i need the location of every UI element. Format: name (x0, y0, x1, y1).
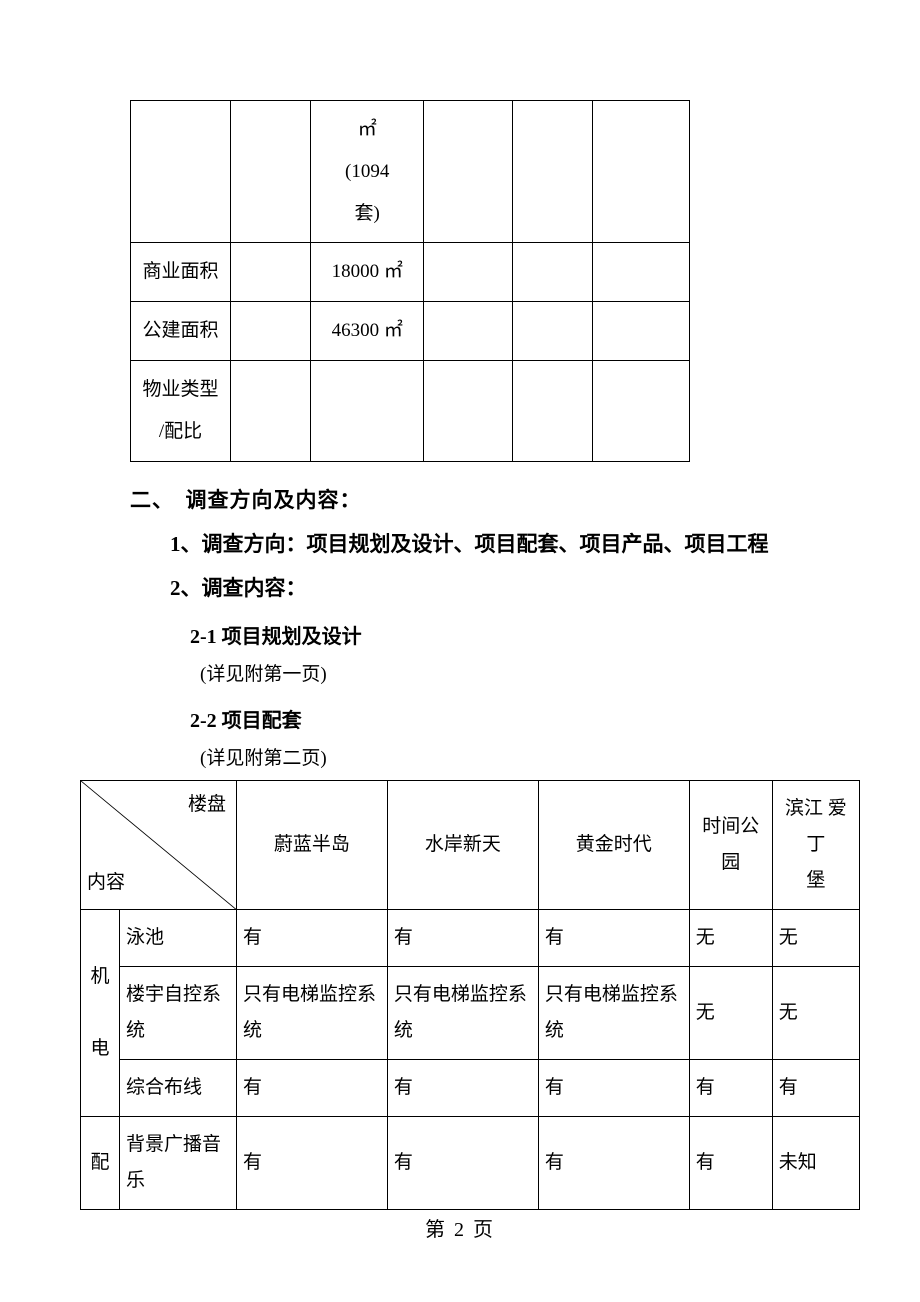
cell: 有 (538, 1117, 689, 1210)
document-page: ㎡ (1094 套) 商业面积 18000 ㎡ 公建面积 46300 ㎡ 物业类… (0, 0, 920, 1302)
diagonal-header-cell: 楼盘 内容 (81, 780, 237, 909)
row-name: 综合布线 (120, 1060, 237, 1117)
cell (231, 243, 311, 302)
col-header: 蔚蓝半岛 (236, 780, 387, 909)
cell: 无 (772, 966, 859, 1059)
cell: 有 (538, 1060, 689, 1117)
cell-label: 物业类型 /配比 (131, 360, 231, 461)
row-group-label: 配 (81, 1117, 120, 1210)
cell (512, 360, 592, 461)
cell (592, 243, 689, 302)
cell: 有 (689, 1060, 772, 1117)
col-header: 时间公园 (689, 780, 772, 909)
cell-label: 公建面积 (131, 302, 231, 361)
cell-label: 商业面积 (131, 243, 231, 302)
cell: 46300 ㎡ (311, 302, 424, 361)
table-row: ㎡ (1094 套) (131, 101, 690, 243)
table-row: 楼宇自控系统 只有电梯监控系统 只有电梯监控系统 只有电梯监控系统 无 无 (81, 966, 860, 1059)
subheading-2-1: 2-1 项目规划及设计 (190, 620, 840, 649)
item-1: 1、调查方向：项目规划及设计、项目配套、项目产品、项目工程 (170, 528, 840, 558)
item-2: 2、调查内容： (170, 572, 840, 602)
cell: 只有电梯监控系统 (387, 966, 538, 1059)
note-2: (详见附第二页) (200, 743, 840, 770)
cell (512, 101, 592, 243)
cell: 有 (387, 1117, 538, 1210)
cell (424, 360, 513, 461)
cell-label (131, 101, 231, 243)
cell: 无 (772, 909, 859, 966)
cell (231, 302, 311, 361)
subheading-2-2: 2-2 项目配套 (190, 704, 840, 733)
cell: 无 (689, 966, 772, 1059)
table-header-row: 楼盘 内容 蔚蓝半岛 水岸新天 黄金时代 时间公园 滨江 爱丁 堡 (81, 780, 860, 909)
col-header: 黄金时代 (538, 780, 689, 909)
cell (424, 302, 513, 361)
row-group-label: 机 电 (81, 909, 120, 1116)
cell: 只有电梯监控系统 (236, 966, 387, 1059)
cell (512, 243, 592, 302)
cell: 有 (772, 1060, 859, 1117)
cell: 无 (689, 909, 772, 966)
cell: ㎡ (1094 套) (311, 101, 424, 243)
cell: 有 (387, 1060, 538, 1117)
table-row: 综合布线 有 有 有 有 有 (81, 1060, 860, 1117)
table-project-areas: ㎡ (1094 套) 商业面积 18000 ㎡ 公建面积 46300 ㎡ 物业类… (130, 100, 690, 462)
table-row: 机 电 泳池 有 有 有 无 无 (81, 909, 860, 966)
cell (231, 101, 311, 243)
table-project-facilities: 楼盘 内容 蔚蓝半岛 水岸新天 黄金时代 时间公园 滨江 爱丁 堡 机 电 泳池… (80, 780, 860, 1211)
cell: 有 (236, 909, 387, 966)
cell (592, 302, 689, 361)
row-name: 楼宇自控系统 (120, 966, 237, 1059)
note-1: (详见附第一页) (200, 659, 840, 686)
table-row: 公建面积 46300 ㎡ (131, 302, 690, 361)
cell (231, 360, 311, 461)
page-footer: 第 2 页 (0, 1213, 920, 1242)
cell (424, 243, 513, 302)
col-header: 滨江 爱丁 堡 (772, 780, 859, 909)
row-name: 背景广播音乐 (120, 1117, 237, 1210)
diag-top-label: 楼盘 (188, 787, 226, 823)
cell (512, 302, 592, 361)
cell (592, 101, 689, 243)
table-row: 配 背景广播音乐 有 有 有 有 未知 (81, 1117, 860, 1210)
cell: 有 (689, 1117, 772, 1210)
cell: 有 (236, 1117, 387, 1210)
section-heading-2: 二、 调查方向及内容： (130, 484, 840, 514)
cell: 有 (387, 909, 538, 966)
cell: 只有电梯监控系统 (538, 966, 689, 1059)
table-row: 物业类型 /配比 (131, 360, 690, 461)
cell (311, 360, 424, 461)
table-row: 商业面积 18000 ㎡ (131, 243, 690, 302)
cell: 未知 (772, 1117, 859, 1210)
row-name: 泳池 (120, 909, 237, 966)
cell: 有 (538, 909, 689, 966)
cell (592, 360, 689, 461)
cell: 有 (236, 1060, 387, 1117)
cell (424, 101, 513, 243)
col-header: 水岸新天 (387, 780, 538, 909)
cell: 18000 ㎡ (311, 243, 424, 302)
diag-bottom-label: 内容 (87, 865, 125, 901)
